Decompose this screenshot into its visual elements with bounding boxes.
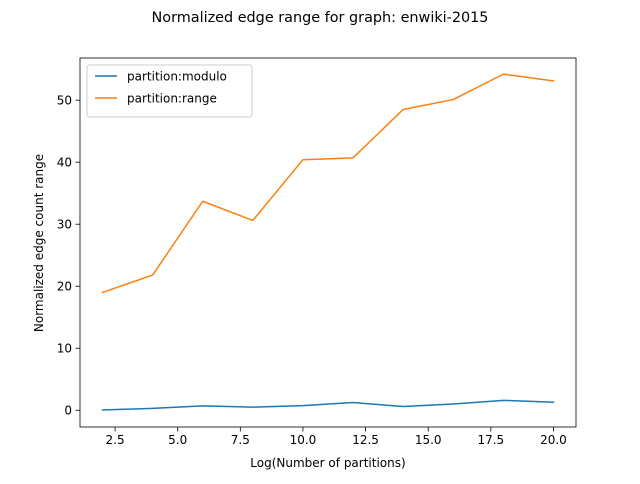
y-tick-label: 50	[57, 93, 72, 107]
legend-box	[86, 64, 253, 118]
legend-label-range: partition:range	[127, 91, 217, 105]
y-tick-label: 30	[57, 218, 72, 232]
y-tick-label: 10	[57, 342, 72, 356]
chart-title: Normalized edge range for graph: enwiki-…	[152, 10, 489, 26]
x-tick-label: 5.0	[168, 433, 187, 447]
y-axis-label: Normalized edge count range	[32, 154, 46, 332]
x-tick-label: 10.0	[290, 433, 317, 447]
series-line-range	[101, 73, 555, 294]
x-tick-label: 15.0	[415, 433, 442, 447]
y-tick-label: 0	[64, 404, 72, 418]
x-tick-label: 12.5	[352, 433, 379, 447]
legend-label-modulo: partition:modulo	[127, 69, 227, 83]
x-tick-label: 17.5	[477, 433, 504, 447]
series-layer	[101, 73, 555, 411]
x-axis-label: Log(Number of partitions)	[250, 456, 405, 470]
y-tick-label: 20	[57, 280, 72, 294]
series-line-modulo	[101, 399, 555, 411]
y-axis: 0 10 20 30 40 50	[57, 93, 80, 418]
y-tick-label: 40	[57, 155, 72, 169]
legend: partition:modulo partition:range	[86, 64, 253, 118]
x-tick-label: 2.5	[106, 433, 125, 447]
x-tick-label: 20.0	[540, 433, 567, 447]
plot-frame	[79, 57, 577, 428]
x-tick-label: 7.5	[231, 433, 250, 447]
x-axis: 2.5 5.0 7.5 10.0 12.5 15.0 17.5 20.0	[106, 427, 567, 447]
plot-area	[79, 57, 577, 428]
